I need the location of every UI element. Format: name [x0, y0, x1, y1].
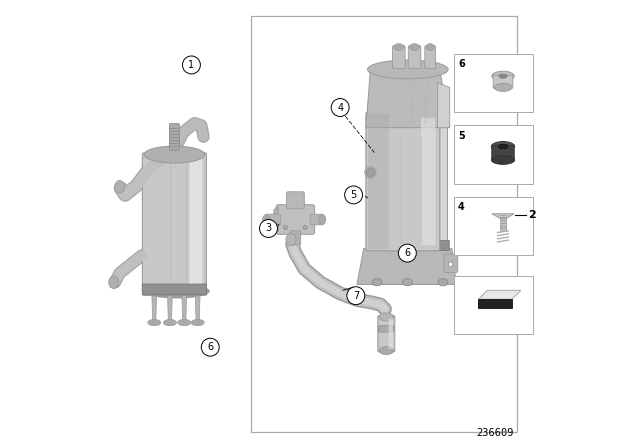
Polygon shape [168, 291, 172, 323]
Ellipse shape [115, 181, 125, 193]
Ellipse shape [303, 226, 307, 229]
Ellipse shape [372, 279, 382, 286]
Text: 236609: 236609 [476, 428, 513, 438]
Ellipse shape [438, 279, 448, 286]
FancyBboxPatch shape [388, 319, 393, 349]
Ellipse shape [426, 43, 435, 51]
Ellipse shape [319, 215, 326, 224]
Polygon shape [366, 69, 450, 128]
FancyBboxPatch shape [493, 75, 513, 88]
FancyBboxPatch shape [287, 192, 305, 209]
Bar [454, 197, 533, 255]
FancyBboxPatch shape [276, 205, 315, 234]
FancyBboxPatch shape [368, 114, 389, 249]
Ellipse shape [498, 144, 508, 149]
FancyBboxPatch shape [266, 214, 280, 225]
Circle shape [182, 56, 200, 74]
Ellipse shape [286, 233, 296, 246]
Text: 7: 7 [353, 291, 359, 301]
Ellipse shape [499, 74, 507, 78]
Ellipse shape [494, 83, 512, 91]
Polygon shape [274, 207, 278, 232]
Ellipse shape [109, 276, 118, 289]
FancyBboxPatch shape [421, 118, 435, 245]
Circle shape [344, 186, 362, 204]
FancyBboxPatch shape [492, 145, 514, 161]
Circle shape [398, 244, 416, 262]
FancyBboxPatch shape [310, 214, 323, 225]
Ellipse shape [163, 319, 177, 326]
Circle shape [347, 287, 365, 305]
FancyBboxPatch shape [425, 46, 436, 69]
FancyBboxPatch shape [142, 284, 207, 295]
Ellipse shape [379, 313, 394, 321]
Bar [251, 16, 517, 432]
Polygon shape [152, 291, 157, 323]
Ellipse shape [191, 319, 204, 326]
Ellipse shape [365, 167, 376, 178]
Polygon shape [478, 290, 521, 299]
Bar [500, 217, 506, 231]
Circle shape [201, 338, 219, 356]
Polygon shape [492, 214, 514, 218]
Ellipse shape [144, 284, 209, 298]
FancyBboxPatch shape [378, 316, 395, 352]
Ellipse shape [366, 168, 374, 177]
Polygon shape [438, 114, 447, 251]
Text: 3: 3 [266, 224, 271, 233]
Ellipse shape [284, 226, 287, 229]
FancyBboxPatch shape [290, 231, 301, 245]
FancyBboxPatch shape [142, 153, 207, 295]
Ellipse shape [410, 43, 419, 51]
Ellipse shape [379, 347, 394, 355]
Text: 1: 1 [188, 60, 195, 70]
Text: 6: 6 [404, 248, 410, 258]
Ellipse shape [148, 319, 161, 326]
FancyBboxPatch shape [366, 241, 449, 250]
FancyBboxPatch shape [144, 155, 172, 293]
Bar [454, 125, 533, 184]
Ellipse shape [394, 43, 404, 51]
Text: 4: 4 [337, 103, 343, 112]
Text: 6: 6 [207, 342, 213, 352]
FancyBboxPatch shape [366, 112, 440, 251]
Ellipse shape [449, 262, 453, 267]
FancyBboxPatch shape [189, 158, 202, 290]
Ellipse shape [367, 60, 448, 79]
Text: 4: 4 [458, 202, 465, 212]
FancyBboxPatch shape [408, 46, 421, 69]
FancyBboxPatch shape [444, 254, 458, 272]
Ellipse shape [492, 142, 515, 151]
Text: 5: 5 [351, 190, 356, 200]
Ellipse shape [262, 215, 270, 224]
Text: 2: 2 [529, 210, 536, 220]
Polygon shape [357, 249, 456, 284]
Circle shape [260, 220, 278, 237]
Polygon shape [438, 83, 450, 128]
Circle shape [332, 99, 349, 116]
Polygon shape [182, 291, 187, 323]
Ellipse shape [492, 155, 515, 164]
Polygon shape [195, 291, 200, 323]
FancyBboxPatch shape [170, 124, 179, 150]
Ellipse shape [492, 71, 514, 81]
Bar [454, 276, 533, 334]
Polygon shape [478, 299, 512, 308]
Ellipse shape [403, 279, 412, 286]
FancyBboxPatch shape [392, 46, 405, 69]
Text: 5: 5 [458, 131, 465, 141]
Ellipse shape [178, 319, 191, 326]
Ellipse shape [144, 146, 205, 163]
FancyBboxPatch shape [379, 326, 394, 332]
Text: 6: 6 [458, 59, 465, 69]
Bar [454, 54, 533, 112]
